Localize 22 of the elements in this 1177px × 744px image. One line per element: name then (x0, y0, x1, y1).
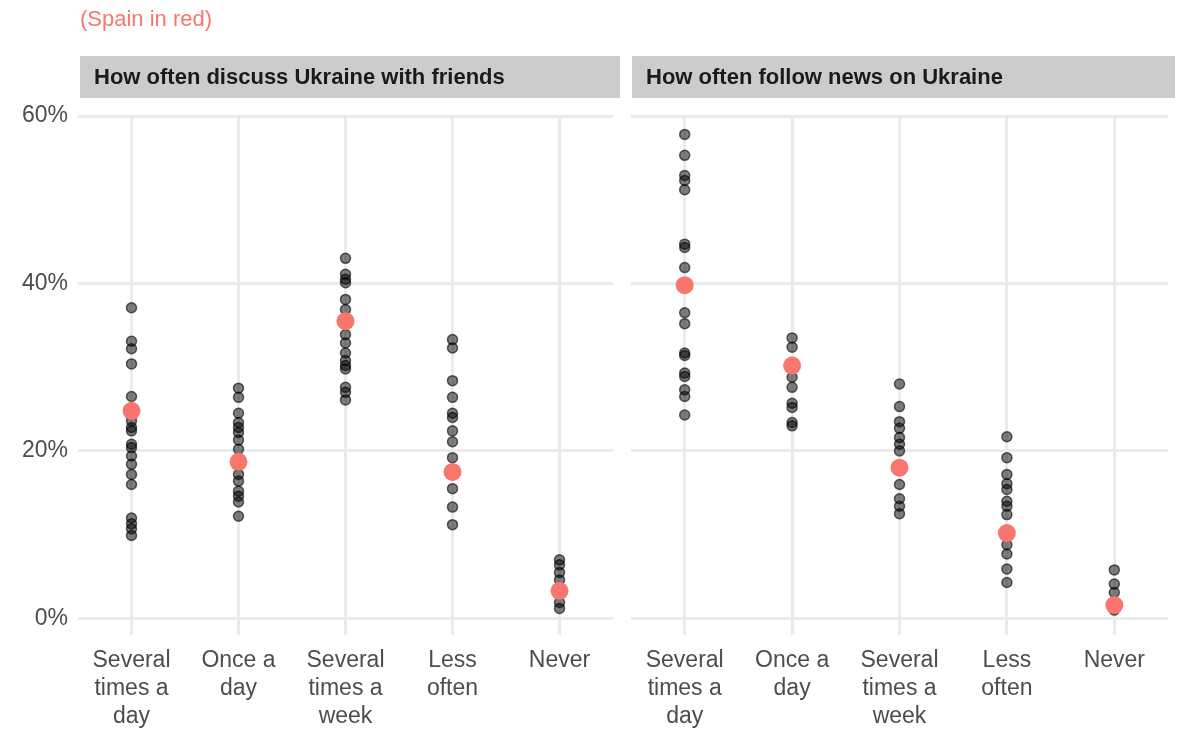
y-tick-label: 0% (34, 603, 68, 630)
point (550, 581, 569, 600)
x-tick-label: Less often (426, 646, 479, 700)
point (443, 462, 462, 481)
x-tick-label: Never (1083, 646, 1146, 673)
y-tick-label: 20% (21, 436, 68, 463)
x-tick-label: Once a day (201, 646, 276, 700)
chart-subtitle: (Spain in red) (80, 6, 213, 31)
x-tick-label: Several times a day (645, 646, 724, 728)
x-tick-label: Several times a week (860, 646, 939, 728)
chart-title: How often discuss Ukraine with friends (80, 56, 620, 98)
chart-title: How often follow news on Ukraine (632, 56, 1175, 98)
y-tick-label: 60% (21, 101, 68, 128)
y-tick-label: 40% (21, 268, 68, 295)
x-tick-label: Several times a day (92, 646, 171, 728)
x-tick-label: Never (528, 646, 591, 673)
x-tick-label: Several times a week (306, 646, 385, 728)
point (229, 452, 248, 471)
point (122, 401, 141, 420)
x-tick-label: Less often (981, 646, 1033, 700)
point (336, 312, 355, 331)
x-tick-label: Once a day (755, 646, 830, 700)
